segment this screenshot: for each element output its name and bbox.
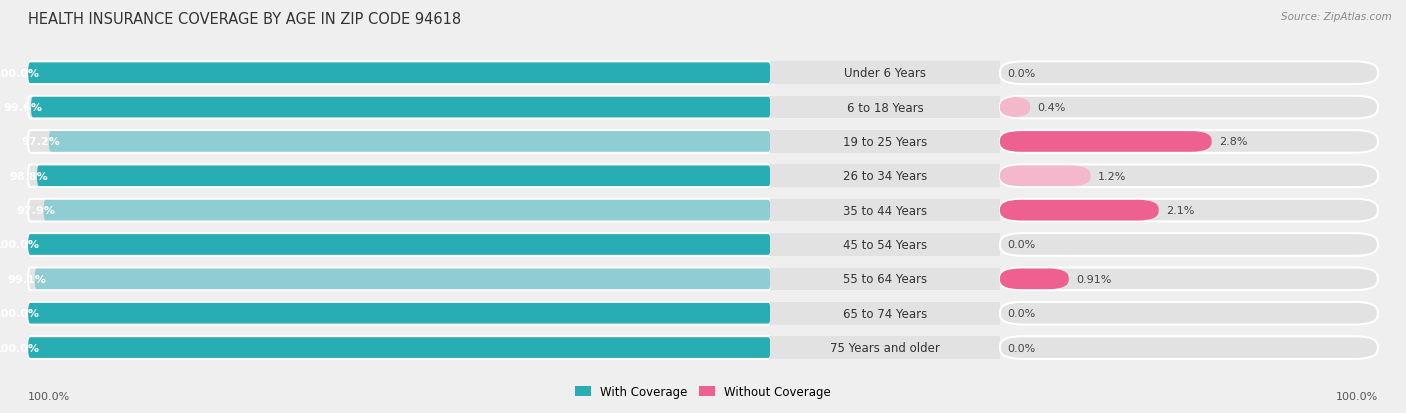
FancyBboxPatch shape: [1000, 199, 1378, 222]
Text: 99.6%: 99.6%: [3, 103, 42, 113]
Text: 6 to 18 Years: 6 to 18 Years: [846, 101, 924, 114]
Text: 100.0%: 100.0%: [0, 69, 39, 78]
FancyBboxPatch shape: [28, 165, 770, 188]
Legend: With Coverage, Without Coverage: With Coverage, Without Coverage: [571, 381, 835, 403]
FancyBboxPatch shape: [1000, 268, 1378, 290]
Text: 100.0%: 100.0%: [0, 309, 39, 318]
FancyBboxPatch shape: [28, 303, 770, 324]
Bar: [770, 97, 1000, 119]
FancyBboxPatch shape: [28, 337, 770, 358]
FancyBboxPatch shape: [49, 132, 770, 152]
Text: 99.1%: 99.1%: [7, 274, 46, 284]
Text: Source: ZipAtlas.com: Source: ZipAtlas.com: [1281, 12, 1392, 22]
Text: 19 to 25 Years: 19 to 25 Years: [844, 135, 928, 149]
Bar: [770, 234, 1000, 256]
FancyBboxPatch shape: [28, 63, 770, 84]
Text: 100.0%: 100.0%: [1336, 391, 1378, 401]
FancyBboxPatch shape: [44, 200, 770, 221]
FancyBboxPatch shape: [28, 234, 770, 256]
Text: 26 to 34 Years: 26 to 34 Years: [844, 170, 928, 183]
Bar: [770, 337, 1000, 359]
Text: 0.91%: 0.91%: [1076, 274, 1112, 284]
Text: 100.0%: 100.0%: [28, 391, 70, 401]
FancyBboxPatch shape: [28, 337, 770, 359]
Bar: [770, 165, 1000, 188]
Text: 0.0%: 0.0%: [1008, 343, 1036, 353]
Bar: [770, 131, 1000, 153]
Text: 45 to 54 Years: 45 to 54 Years: [844, 238, 928, 252]
FancyBboxPatch shape: [1000, 131, 1378, 153]
FancyBboxPatch shape: [1000, 234, 1378, 256]
FancyBboxPatch shape: [28, 199, 770, 222]
Text: 35 to 44 Years: 35 to 44 Years: [844, 204, 928, 217]
FancyBboxPatch shape: [1000, 132, 1212, 152]
Text: HEALTH INSURANCE COVERAGE BY AGE IN ZIP CODE 94618: HEALTH INSURANCE COVERAGE BY AGE IN ZIP …: [28, 12, 461, 27]
Text: 1.2%: 1.2%: [1098, 171, 1126, 181]
FancyBboxPatch shape: [1000, 302, 1378, 325]
Text: 100.0%: 100.0%: [0, 343, 39, 353]
Text: 97.2%: 97.2%: [21, 137, 60, 147]
FancyBboxPatch shape: [28, 268, 770, 290]
Text: 55 to 64 Years: 55 to 64 Years: [844, 273, 928, 286]
FancyBboxPatch shape: [31, 97, 770, 118]
Text: 75 Years and older: 75 Years and older: [831, 341, 941, 354]
FancyBboxPatch shape: [1000, 97, 1378, 119]
FancyBboxPatch shape: [28, 302, 770, 325]
FancyBboxPatch shape: [1000, 200, 1159, 221]
Text: 97.9%: 97.9%: [15, 206, 55, 216]
Text: 0.4%: 0.4%: [1038, 103, 1066, 113]
Text: 98.8%: 98.8%: [10, 171, 48, 181]
FancyBboxPatch shape: [28, 62, 770, 85]
Text: 2.8%: 2.8%: [1219, 137, 1247, 147]
FancyBboxPatch shape: [1000, 165, 1378, 188]
Bar: [770, 268, 1000, 290]
Bar: [770, 199, 1000, 222]
FancyBboxPatch shape: [35, 269, 770, 290]
Bar: [770, 302, 1000, 325]
FancyBboxPatch shape: [1000, 62, 1378, 85]
FancyBboxPatch shape: [28, 131, 770, 153]
Text: 0.0%: 0.0%: [1008, 240, 1036, 250]
FancyBboxPatch shape: [1000, 97, 1031, 118]
FancyBboxPatch shape: [1000, 269, 1069, 290]
Text: 0.0%: 0.0%: [1008, 309, 1036, 318]
FancyBboxPatch shape: [28, 235, 770, 255]
FancyBboxPatch shape: [28, 97, 770, 119]
Text: 2.1%: 2.1%: [1166, 206, 1195, 216]
FancyBboxPatch shape: [1000, 337, 1378, 359]
Bar: [770, 62, 1000, 85]
Text: 100.0%: 100.0%: [0, 240, 39, 250]
Text: 0.0%: 0.0%: [1008, 69, 1036, 78]
FancyBboxPatch shape: [37, 166, 770, 187]
Text: 65 to 74 Years: 65 to 74 Years: [844, 307, 928, 320]
Text: Under 6 Years: Under 6 Years: [844, 67, 927, 80]
FancyBboxPatch shape: [1000, 166, 1091, 187]
